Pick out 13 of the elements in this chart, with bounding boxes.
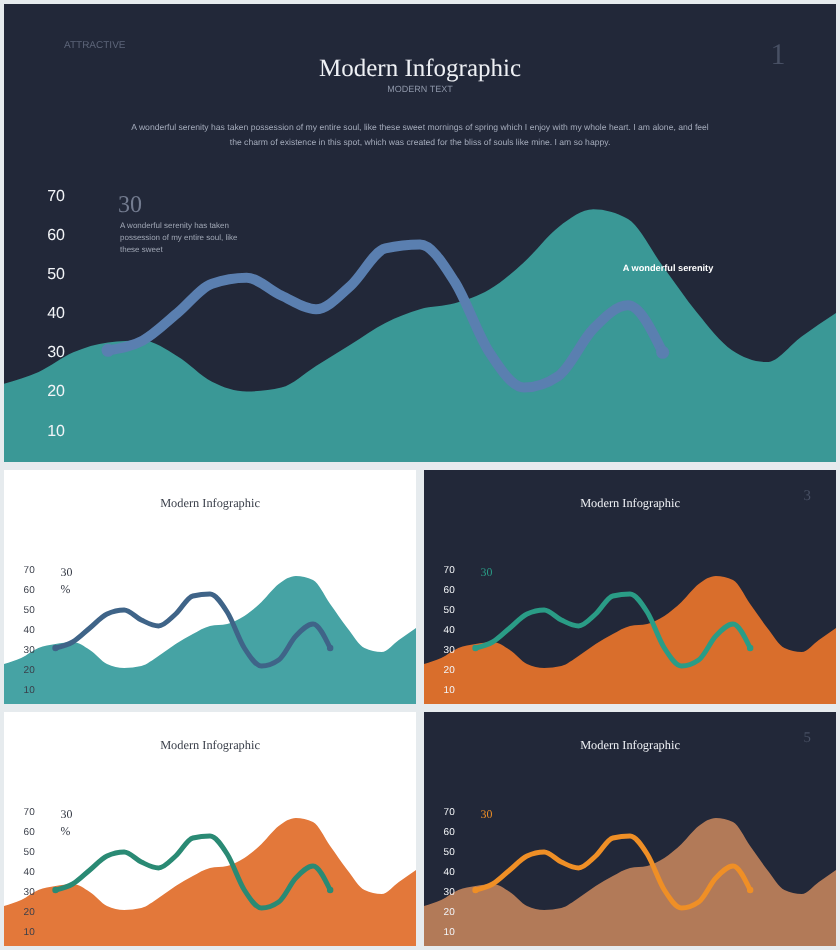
line-series [53, 833, 333, 911]
y-tick-label: 70 [47, 186, 67, 205]
y-tick-label: 40 [47, 304, 67, 323]
chart-title: Modern Infographic [318, 54, 522, 82]
y-tick-label: 30 [47, 343, 67, 362]
y-tick-label: 60 [47, 225, 67, 244]
y-tick-label: 10 [47, 421, 67, 440]
line-series [53, 591, 333, 669]
y-tick-label: 50 [47, 264, 67, 283]
line-series [473, 591, 753, 669]
line-series [473, 833, 753, 911]
annotation: 30 [118, 190, 142, 218]
y-tick-label: 20 [47, 382, 67, 401]
